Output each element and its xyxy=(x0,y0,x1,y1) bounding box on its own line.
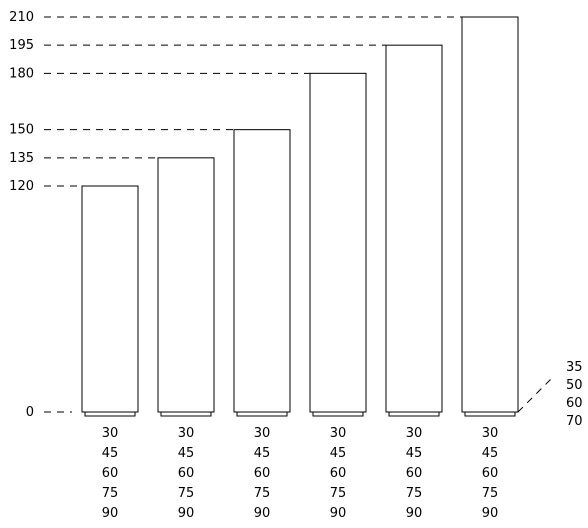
side-annotation: 35 50 60 70 xyxy=(517,360,583,429)
x-tick-label: 90 xyxy=(178,506,195,521)
side-label: 50 xyxy=(566,378,583,393)
x-tick-label: 60 xyxy=(254,466,271,481)
x-tick-label: 75 xyxy=(102,486,119,501)
bar-base xyxy=(312,411,364,417)
y-tick-label: 195 xyxy=(9,38,34,53)
bar xyxy=(233,129,291,413)
x-tick-label: 90 xyxy=(330,506,347,521)
x-tick-label: 60 xyxy=(406,466,423,481)
bar-base xyxy=(84,411,136,417)
x-tick-label: 75 xyxy=(330,486,347,501)
x-tick-label: 60 xyxy=(102,466,119,481)
x-tick-label: 75 xyxy=(254,486,271,501)
x-tick-label: 45 xyxy=(102,446,119,461)
y-tick-label: 150 xyxy=(9,123,34,138)
x-tick-label: 90 xyxy=(406,506,423,521)
x-axis-tick-labels: 30 45 60 75 90 30 45 60 75 90 30 45 60 75 90 30 45 60 75 90… xyxy=(102,426,499,521)
x-tick-label: 90 xyxy=(482,506,499,521)
x-tick-label: 30 xyxy=(406,426,423,441)
bar xyxy=(157,157,215,413)
y-tick-label: 210 xyxy=(9,10,34,25)
bar-base xyxy=(160,411,212,417)
x-tick-label: 30 xyxy=(254,426,271,441)
x-tick-label: 30 xyxy=(102,426,119,441)
x-tick-label: 45 xyxy=(482,446,499,461)
value-guide-lines xyxy=(44,16,462,413)
x-tick-label: 45 xyxy=(254,446,271,461)
x-tick-label: 45 xyxy=(406,446,423,461)
bar xyxy=(385,44,443,413)
y-tick-label: 180 xyxy=(9,66,34,81)
side-diagonal-line xyxy=(517,377,553,413)
side-label: 60 xyxy=(566,396,583,411)
bar-bases xyxy=(84,411,516,417)
x-tick-label: 30 xyxy=(482,426,499,441)
x-tick-label: 30 xyxy=(330,426,347,441)
bar xyxy=(81,185,139,413)
x-tick-label: 75 xyxy=(482,486,499,501)
bar-base xyxy=(388,411,440,417)
x-tick-label: 90 xyxy=(254,506,271,521)
x-tick-label: 90 xyxy=(102,506,119,521)
y-tick-label: 135 xyxy=(9,151,34,166)
bar xyxy=(309,72,367,413)
x-tick-label: 60 xyxy=(482,466,499,481)
x-tick-label: 60 xyxy=(330,466,347,481)
x-tick-label: 60 xyxy=(178,466,195,481)
y-axis-tick-labels: 0 120 135 150 180 195 210 xyxy=(9,10,34,420)
x-tick-label: 75 xyxy=(178,486,195,501)
x-tick-label: 30 xyxy=(178,426,195,441)
side-label: 35 xyxy=(566,360,583,375)
side-label: 70 xyxy=(566,414,583,429)
bars xyxy=(81,16,519,413)
bar-base xyxy=(464,411,516,417)
bar-base xyxy=(236,411,288,417)
x-tick-label: 75 xyxy=(406,486,423,501)
y-tick-label: 120 xyxy=(9,179,34,194)
x-tick-label: 45 xyxy=(178,446,195,461)
x-tick-label: 45 xyxy=(330,446,347,461)
y-tick-label: 0 xyxy=(26,405,34,420)
bar xyxy=(461,16,519,413)
